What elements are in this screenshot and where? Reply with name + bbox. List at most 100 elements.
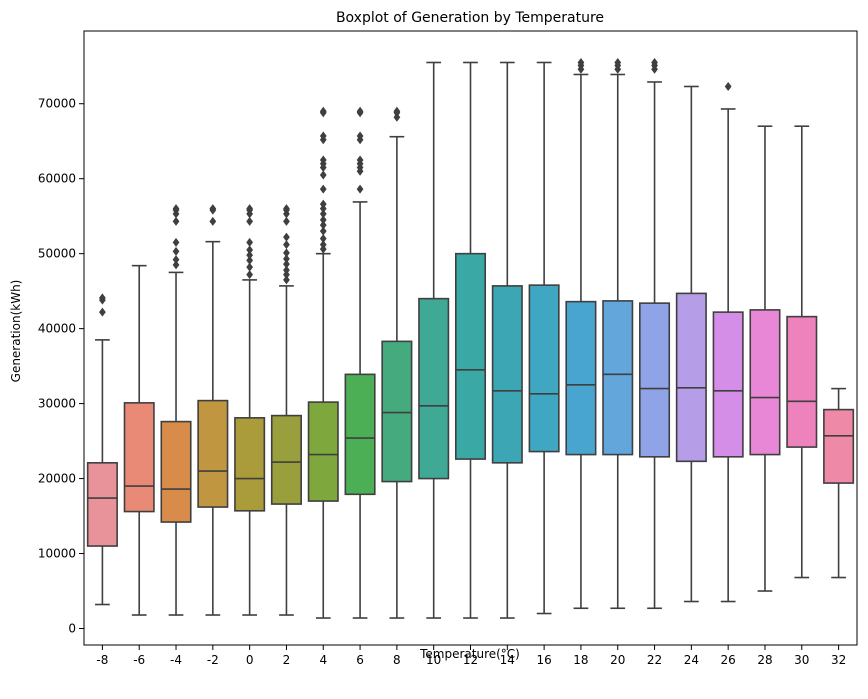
outlier-point <box>356 155 364 165</box>
box <box>565 300 597 456</box>
x-tick-label: 12 <box>463 653 478 667</box>
x-tick-label: 16 <box>536 653 551 667</box>
box <box>454 252 487 460</box>
outlier-point <box>172 216 180 226</box>
chart-title: Boxplot of Generation by Temperature <box>336 10 604 26</box>
box <box>307 401 339 502</box>
box-group <box>639 57 671 610</box>
outlier-point <box>246 250 254 260</box>
box <box>639 302 671 458</box>
outlier-point <box>577 57 585 67</box>
outlier-point <box>99 293 106 303</box>
outlier-point <box>319 226 327 236</box>
box <box>712 311 744 458</box>
outlier-point <box>246 204 254 214</box>
box-group <box>234 204 266 616</box>
outlier-point <box>319 184 327 194</box>
x-tick-label: -2 <box>207 653 219 667</box>
box-group <box>344 106 376 619</box>
x-tick-label: 4 <box>319 653 327 667</box>
box <box>823 408 855 484</box>
box <box>786 315 818 448</box>
outlier-point <box>724 81 732 91</box>
box <box>491 285 523 464</box>
y-tick-label: 60000 <box>38 172 76 186</box>
box-group <box>123 264 155 616</box>
x-tick-label: 22 <box>647 653 662 667</box>
outlier-point <box>172 255 180 265</box>
outlier-point <box>283 232 290 242</box>
outlier-point <box>283 275 290 285</box>
y-tick-label: 50000 <box>38 247 76 261</box>
y-tick-label: 40000 <box>38 322 76 336</box>
box-group <box>454 61 487 619</box>
box <box>234 417 266 512</box>
outlier-point <box>246 262 254 272</box>
outlier-point <box>246 237 254 247</box>
outlier-point <box>283 216 290 226</box>
outlier-point <box>246 255 254 265</box>
box-group <box>197 204 229 616</box>
x-tick-label: 28 <box>757 653 772 667</box>
box-group <box>712 81 744 603</box>
outlier-point <box>246 270 254 280</box>
box-group <box>749 125 781 592</box>
x-tick-label: 0 <box>246 653 254 667</box>
outlier-point <box>283 204 290 214</box>
outlier-point <box>319 209 327 219</box>
outlier-point <box>283 240 290 250</box>
outlier-point <box>356 106 364 116</box>
outlier-point <box>283 254 290 264</box>
box-group <box>270 204 302 616</box>
x-tick-label: 32 <box>831 653 846 667</box>
outlier-point <box>319 234 327 244</box>
outlier-point <box>319 199 327 209</box>
outlier-point <box>172 237 180 247</box>
x-tick-label: 10 <box>426 653 441 667</box>
box-group <box>786 125 818 579</box>
box-group <box>307 106 339 619</box>
box-group <box>602 57 634 610</box>
box-group <box>565 57 597 610</box>
y-tick-label: 70000 <box>38 97 76 111</box>
outlier-point <box>614 57 622 67</box>
y-axis-label: Generation(kWh) <box>9 280 23 383</box>
x-axis: -8 -6 -4 -2 0 2 4 6 8 10 12 14 16 18 20 22 24 26 28 30 32 <box>96 645 846 667</box>
box <box>86 462 118 547</box>
x-tick-label: 6 <box>356 653 364 667</box>
y-tick-label: 20000 <box>38 472 76 486</box>
x-tick-label: 26 <box>721 653 736 667</box>
box <box>602 300 634 456</box>
y-axis: 0 10000 20000 30000 40000 50000 60000 70000 <box>38 97 84 636</box>
outlier-point <box>651 57 658 67</box>
y-tick-label: 10000 <box>38 547 76 561</box>
x-tick-label: -6 <box>133 653 145 667</box>
outlier-point <box>319 240 327 250</box>
x-tick-label: 18 <box>573 653 588 667</box>
outlier-point <box>393 106 401 116</box>
x-tick-label: 2 <box>283 653 291 667</box>
outlier-point <box>319 106 327 116</box>
outlier-point <box>246 245 254 255</box>
box <box>123 402 155 513</box>
outlier-point <box>319 220 327 230</box>
outlier-point <box>319 131 327 141</box>
box-group <box>823 387 855 579</box>
y-tick-label: 30000 <box>38 397 76 411</box>
outlier-point <box>99 307 106 317</box>
box-group <box>86 293 118 606</box>
x-tick-label: 30 <box>794 653 809 667</box>
outlier-point <box>172 260 180 270</box>
outlier-point <box>209 204 217 214</box>
outlier-point <box>172 204 180 214</box>
outlier-point <box>172 246 180 256</box>
x-tick-label: -4 <box>170 653 182 667</box>
box-group <box>418 61 450 619</box>
box-group <box>491 61 523 619</box>
box <box>270 414 302 505</box>
outlier-point <box>283 259 290 269</box>
box <box>160 420 192 523</box>
outlier-point <box>246 216 254 226</box>
x-tick-label: 20 <box>610 653 625 667</box>
